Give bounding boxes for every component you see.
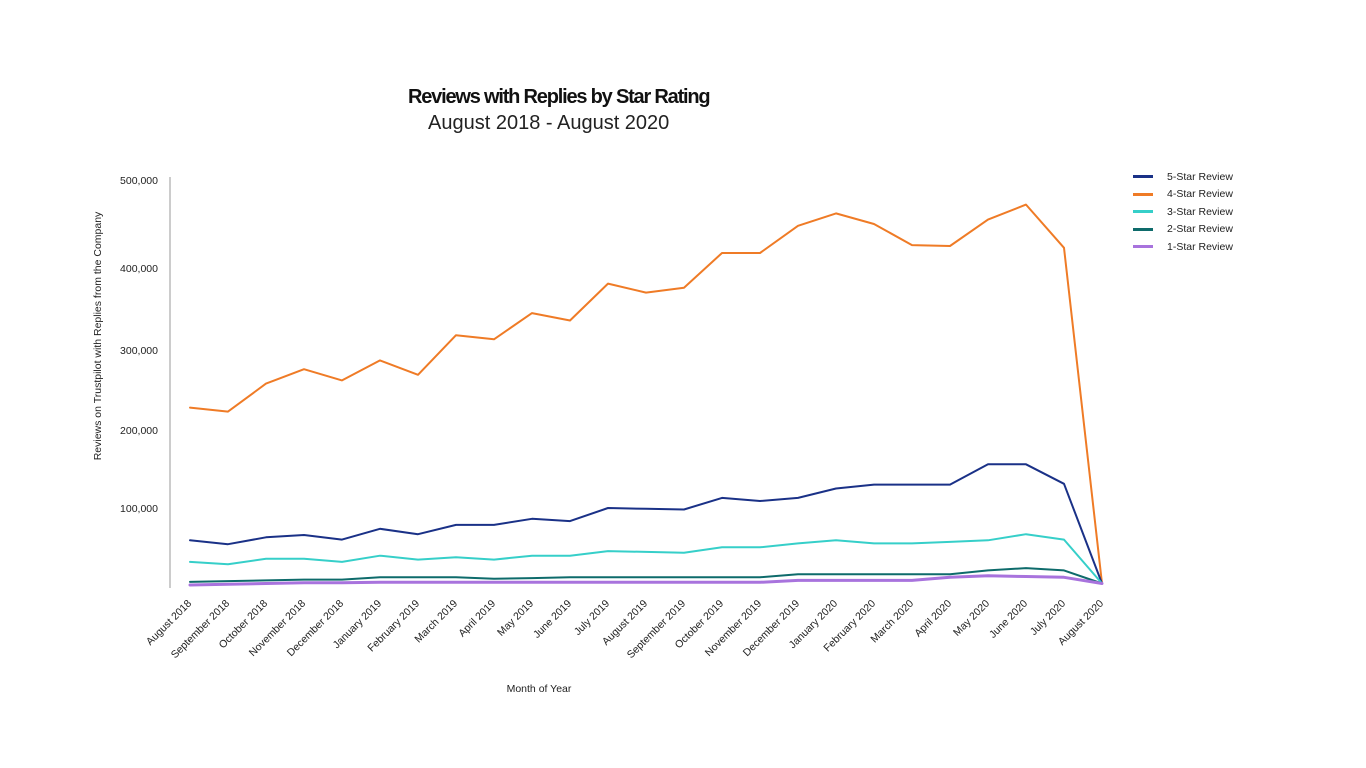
chart-title: Reviews with Replies by Star Rating [408, 86, 711, 108]
legend-swatch [1133, 192, 1153, 196]
x-tick-label: June 2019 [531, 598, 574, 641]
y-tick-label: 400,000 [120, 263, 158, 275]
series-line-5-star-review [189, 463, 1103, 585]
legend-label: 2-Star Review [1167, 223, 1233, 236]
chart-legend: 5-Star Review 4-Star Review 3-Star Review 2… [1133, 168, 1233, 256]
legend-label: 1-Star Review [1167, 240, 1233, 253]
x-tick-label: April 2020 [912, 598, 954, 640]
legend-swatch [1133, 245, 1153, 249]
series-line-2-star-review [189, 567, 1103, 585]
legend-label: 3-Star Review [1167, 205, 1233, 218]
y-axis-title: Reviews on Trustpilot with Replies from … [92, 211, 104, 460]
series-line-1-star-review [188, 574, 1104, 587]
y-tick-label: 300,000 [120, 345, 158, 357]
series-line-4-star-review [189, 203, 1103, 585]
y-tick-label: 100,000 [120, 503, 158, 515]
series-line-3-star-review [189, 533, 1103, 585]
legend-label: 5-Star Review [1167, 170, 1233, 183]
legend-swatch [1133, 175, 1153, 179]
x-tick-label: April 2019 [456, 598, 498, 640]
x-axis-title: Month of Year [507, 683, 572, 695]
legend-swatch [1133, 227, 1153, 231]
legend-item: 4-Star Review [1133, 186, 1233, 204]
chart-subtitle: August 2018 - August 2020 [428, 112, 670, 134]
legend-item: 3-Star Review [1133, 203, 1233, 221]
legend-label: 4-Star Review [1167, 188, 1233, 201]
legend-swatch [1133, 210, 1153, 214]
legend-item: 5-Star Review [1133, 168, 1233, 186]
legend-item: 2-Star Review [1133, 221, 1233, 239]
x-tick-label: June 2020 [987, 598, 1030, 641]
y-tick-label: 200,000 [120, 425, 158, 437]
y-tick-label: 500,000 [120, 175, 158, 187]
legend-item: 1-Star Review [1133, 238, 1233, 256]
